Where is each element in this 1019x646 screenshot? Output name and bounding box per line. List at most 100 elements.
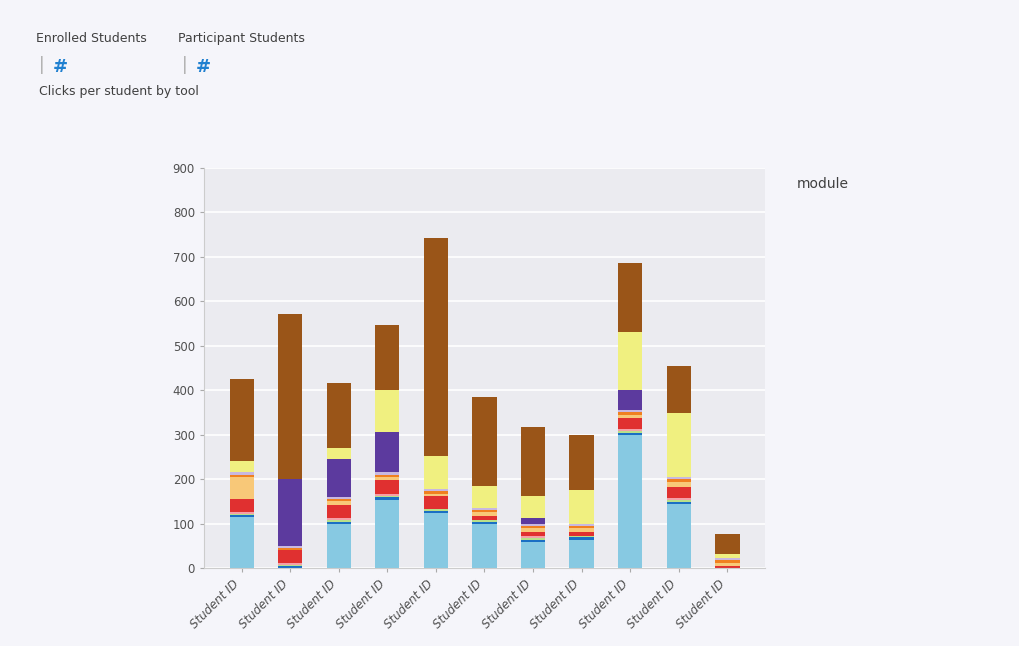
- Bar: [423, 496, 447, 509]
- Bar: [714, 558, 739, 561]
- Bar: [666, 501, 690, 502]
- Bar: [229, 461, 254, 472]
- Bar: [521, 538, 545, 539]
- Bar: [375, 499, 399, 568]
- Bar: [618, 429, 642, 432]
- Bar: [375, 472, 399, 475]
- Bar: [423, 238, 447, 456]
- Bar: [521, 528, 545, 532]
- Bar: [569, 537, 593, 539]
- Bar: [714, 563, 739, 567]
- Bar: [569, 528, 593, 532]
- Bar: [521, 526, 545, 528]
- Bar: [714, 534, 739, 554]
- Text: Clicks per student by tool: Clicks per student by tool: [39, 85, 199, 98]
- Bar: [569, 435, 593, 490]
- Bar: [521, 536, 545, 538]
- Bar: [666, 487, 690, 498]
- Text: #: #: [196, 58, 211, 76]
- Bar: [326, 459, 351, 497]
- Bar: [569, 532, 593, 536]
- Bar: [375, 475, 399, 477]
- Bar: [375, 326, 399, 390]
- Bar: [375, 432, 399, 472]
- Bar: [472, 512, 496, 516]
- Bar: [666, 482, 690, 487]
- Bar: [569, 539, 593, 568]
- Bar: [618, 415, 642, 418]
- Bar: [569, 526, 593, 528]
- Bar: [278, 548, 302, 550]
- Bar: [666, 504, 690, 568]
- Bar: [423, 456, 447, 489]
- Bar: [375, 497, 399, 499]
- Bar: [229, 514, 254, 515]
- Bar: [278, 315, 302, 479]
- Bar: [423, 510, 447, 513]
- Bar: [618, 410, 642, 412]
- Bar: [521, 496, 545, 518]
- Bar: [666, 498, 690, 501]
- Bar: [472, 516, 496, 521]
- Bar: [229, 515, 254, 517]
- Bar: [618, 263, 642, 332]
- Bar: [229, 512, 254, 514]
- Bar: [375, 477, 399, 481]
- Bar: [521, 518, 545, 523]
- Bar: [472, 524, 496, 568]
- Bar: [666, 479, 690, 482]
- Bar: [229, 517, 254, 568]
- Bar: [375, 390, 399, 432]
- Bar: [326, 524, 351, 568]
- Bar: [472, 522, 496, 524]
- Bar: [521, 427, 545, 496]
- Text: Enrolled Students: Enrolled Students: [36, 32, 147, 45]
- Bar: [618, 390, 642, 410]
- Bar: [569, 523, 593, 526]
- Bar: [375, 496, 399, 497]
- Bar: [375, 494, 399, 496]
- Bar: [423, 492, 447, 494]
- Bar: [569, 490, 593, 523]
- Bar: [326, 448, 351, 459]
- Bar: [521, 532, 545, 536]
- Bar: [326, 505, 351, 518]
- Bar: [229, 475, 254, 477]
- Bar: [278, 565, 302, 567]
- Bar: [618, 412, 642, 415]
- Bar: [375, 481, 399, 494]
- Text: Participant Students: Participant Students: [178, 32, 305, 45]
- Bar: [229, 477, 254, 499]
- Bar: [521, 523, 545, 526]
- Bar: [472, 508, 496, 510]
- Bar: [326, 522, 351, 524]
- Text: #: #: [53, 58, 68, 76]
- Bar: [229, 472, 254, 475]
- Bar: [326, 518, 351, 521]
- Bar: [521, 539, 545, 542]
- Bar: [666, 366, 690, 413]
- Bar: [278, 550, 302, 563]
- Bar: [714, 554, 739, 558]
- Bar: [521, 542, 545, 568]
- Bar: [423, 494, 447, 496]
- Bar: [666, 477, 690, 479]
- Bar: [618, 435, 642, 568]
- Bar: [472, 521, 496, 522]
- Bar: [326, 501, 351, 505]
- Bar: [278, 546, 302, 548]
- Bar: [618, 433, 642, 435]
- Bar: [618, 432, 642, 433]
- Bar: [229, 499, 254, 512]
- Bar: [326, 521, 351, 522]
- Bar: [472, 510, 496, 512]
- Bar: [229, 379, 254, 461]
- Bar: [326, 383, 351, 448]
- Bar: [423, 509, 447, 510]
- Bar: [326, 497, 351, 499]
- Text: |: |: [39, 56, 45, 74]
- Bar: [666, 502, 690, 504]
- Bar: [326, 499, 351, 501]
- Bar: [714, 567, 739, 568]
- Bar: [666, 413, 690, 477]
